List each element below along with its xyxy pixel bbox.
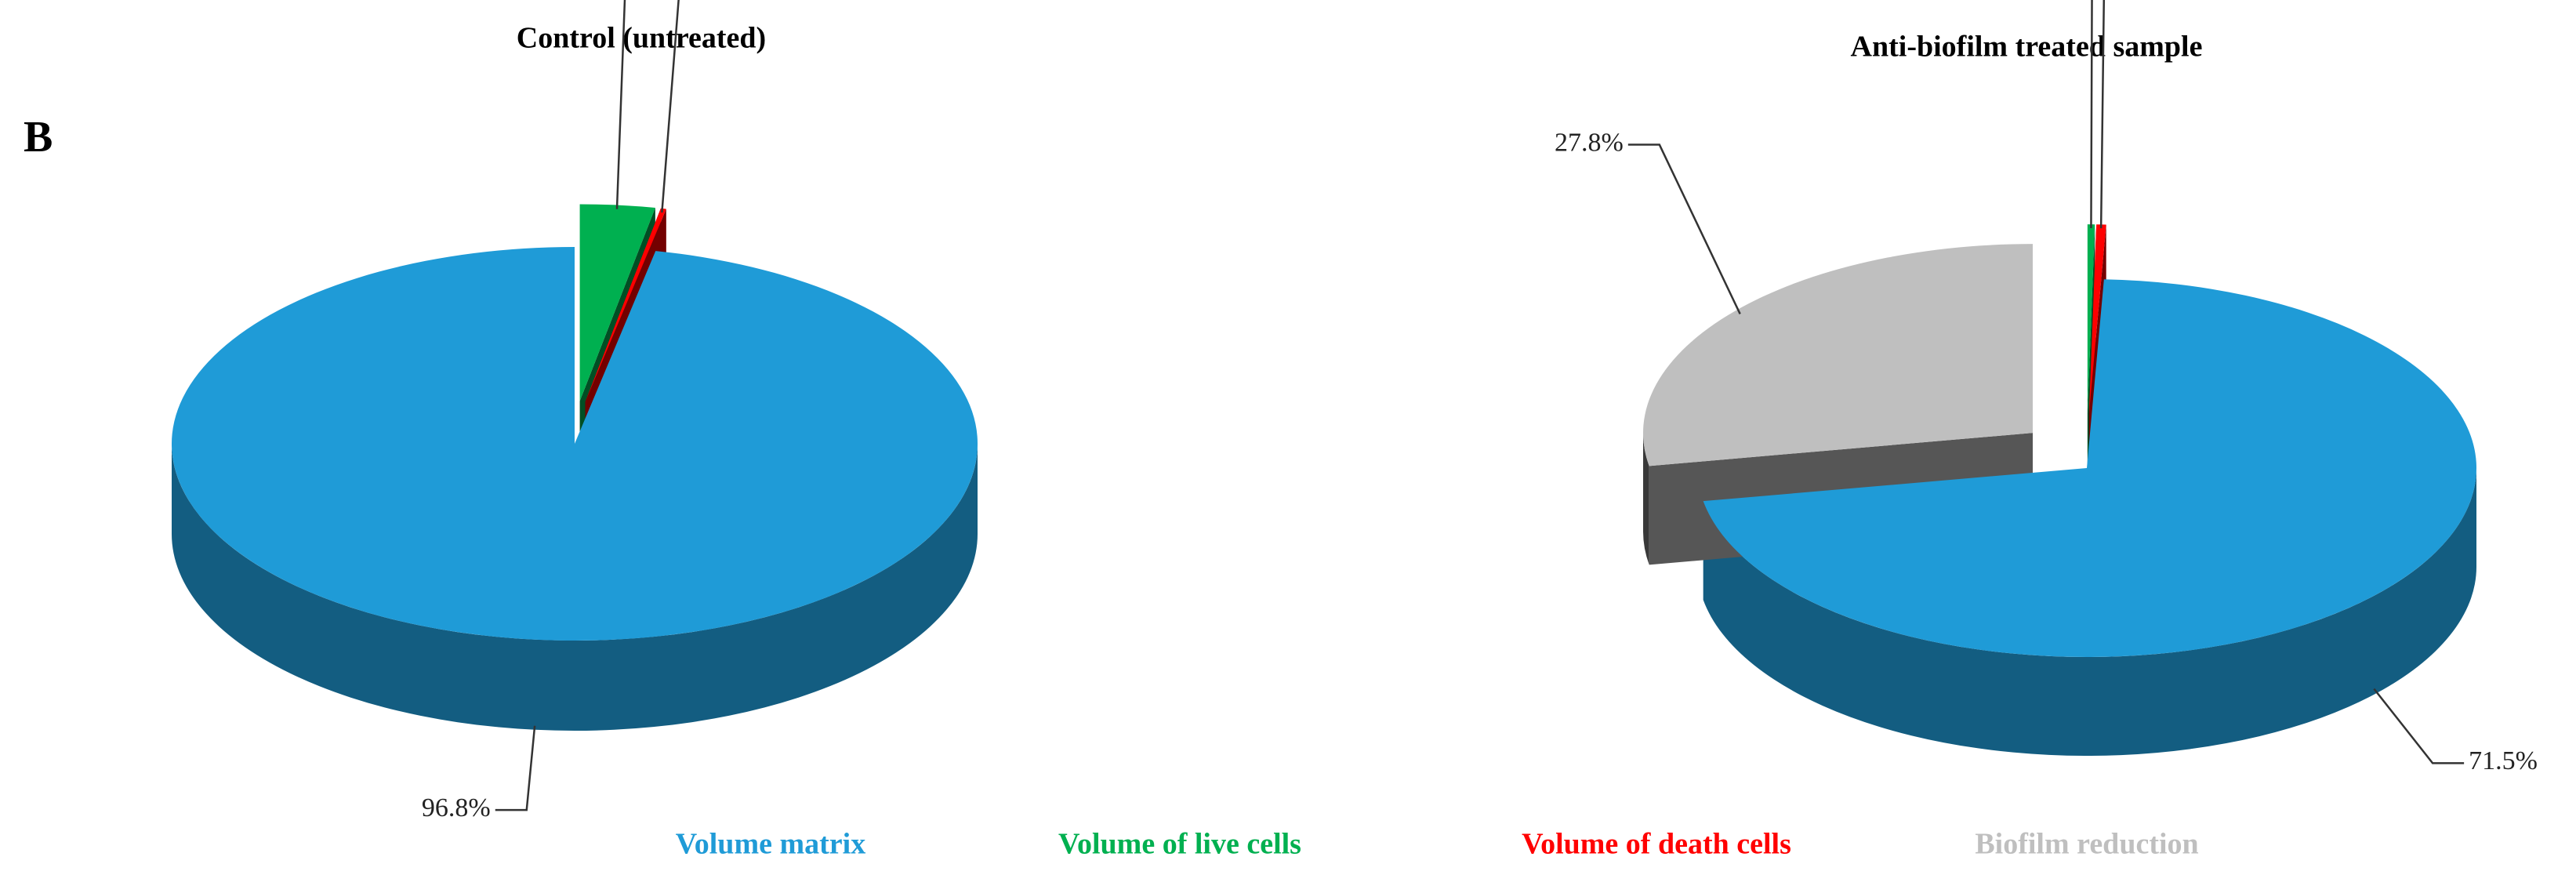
legend-entry: Volume of live cells	[1058, 828, 1301, 861]
pie-slice-side	[172, 444, 978, 731]
leader-line	[661, 0, 680, 213]
legend-entry: Volume matrix	[676, 828, 865, 861]
pie-slice	[2088, 224, 2106, 414]
pie-labels: 0.3%0.4%71.5%27.8%	[1555, 0, 2538, 775]
data-label: 27.8%	[1555, 128, 1624, 157]
leader-line	[2373, 688, 2465, 764]
data-label: 71.5%	[2469, 746, 2538, 775]
pie-slice-side	[1703, 468, 2476, 756]
pie-slice	[579, 204, 655, 401]
leader-line	[495, 725, 536, 811]
chart-title: Anti-biofilm treated sample	[1851, 31, 2203, 64]
pie-tops	[1643, 224, 2476, 657]
legend: Volume matrix Volume of live cells Volum…	[676, 828, 2199, 861]
pie-slice	[1643, 244, 2034, 466]
legend-entry: Biofilm reduction	[1975, 828, 2198, 861]
pie-tops	[171, 204, 978, 641]
pie-labels: 3.0%0.22%96.8%	[422, 0, 680, 822]
data-label: 96.8%	[422, 793, 491, 822]
chart-title: Control (untreated)	[517, 22, 766, 55]
pie-slice	[171, 247, 978, 641]
leader-line	[615, 0, 626, 209]
leader-line	[2090, 0, 2093, 229]
pie-slice	[585, 208, 666, 402]
pie-slice	[1703, 279, 2476, 657]
legend-entry: Volume of death cells	[1522, 828, 1791, 861]
pie-slice-side	[1643, 433, 1649, 565]
pie-slice	[2087, 224, 2095, 414]
panel-label: B	[24, 113, 53, 162]
leader-line	[2099, 0, 2106, 229]
leader-line	[1627, 143, 1741, 315]
